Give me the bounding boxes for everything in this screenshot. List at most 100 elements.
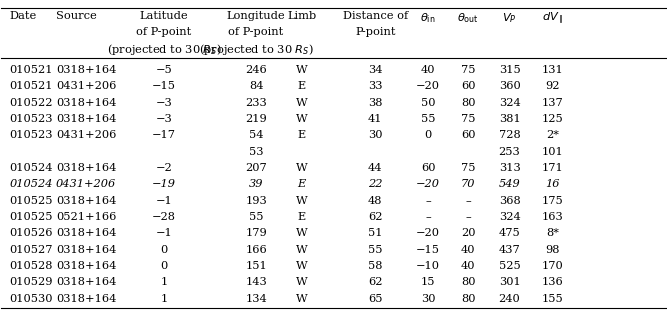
Text: 219: 219 — [245, 114, 267, 124]
Text: W: W — [295, 261, 307, 271]
Text: −20: −20 — [416, 228, 440, 238]
Text: −5: −5 — [156, 65, 173, 75]
Text: 92: 92 — [545, 82, 560, 91]
Text: 010525: 010525 — [9, 212, 53, 222]
Text: 80: 80 — [461, 294, 476, 304]
Text: 313: 313 — [499, 163, 520, 173]
Text: 010528: 010528 — [9, 261, 53, 271]
Text: 84: 84 — [249, 82, 263, 91]
Text: −3: −3 — [156, 114, 173, 124]
Text: 60: 60 — [421, 163, 436, 173]
Text: 0318+164: 0318+164 — [56, 65, 116, 75]
Text: −10: −10 — [416, 261, 440, 271]
Text: 75: 75 — [461, 65, 476, 75]
Text: 010524: 010524 — [9, 179, 53, 189]
Text: 62: 62 — [368, 212, 383, 222]
Text: E: E — [297, 212, 305, 222]
Text: 131: 131 — [542, 65, 563, 75]
Text: W: W — [295, 65, 307, 75]
Text: 53: 53 — [249, 147, 263, 157]
Text: −3: −3 — [156, 98, 173, 108]
Text: 137: 137 — [542, 98, 563, 108]
Text: 58: 58 — [368, 261, 383, 271]
Text: 41: 41 — [368, 114, 383, 124]
Text: 0318+164: 0318+164 — [56, 98, 116, 108]
Text: 525: 525 — [499, 261, 520, 271]
Text: 240: 240 — [499, 294, 520, 304]
Text: −15: −15 — [152, 82, 176, 91]
Text: 151: 151 — [245, 261, 267, 271]
Text: Longitude: Longitude — [227, 11, 285, 21]
Text: W: W — [295, 114, 307, 124]
Text: 010522: 010522 — [9, 98, 53, 108]
Text: 475: 475 — [499, 228, 520, 238]
Text: –: – — [426, 196, 431, 206]
Text: 8*: 8* — [546, 228, 559, 238]
Text: W: W — [295, 98, 307, 108]
Text: $\theta_{\rm in}$: $\theta_{\rm in}$ — [420, 11, 436, 25]
Text: 010521: 010521 — [9, 65, 53, 75]
Text: Source: Source — [56, 11, 97, 21]
Text: 0: 0 — [161, 245, 167, 255]
Text: Latitude: Latitude — [140, 11, 189, 21]
Text: 010523: 010523 — [9, 114, 53, 124]
Text: 20: 20 — [461, 228, 476, 238]
Text: 80: 80 — [461, 277, 476, 287]
Text: 253: 253 — [499, 147, 520, 157]
Text: 51: 51 — [368, 228, 383, 238]
Text: 40: 40 — [461, 245, 476, 255]
Text: –: – — [465, 212, 471, 222]
Text: 010524: 010524 — [9, 163, 53, 173]
Text: −1: −1 — [156, 196, 173, 206]
Text: W: W — [295, 245, 307, 255]
Text: 0318+164: 0318+164 — [56, 163, 116, 173]
Text: W: W — [295, 196, 307, 206]
Text: 549: 549 — [499, 179, 520, 189]
Text: −15: −15 — [416, 245, 440, 255]
Text: 207: 207 — [245, 163, 267, 173]
Text: 193: 193 — [245, 196, 267, 206]
Text: 163: 163 — [542, 212, 563, 222]
Text: 0431+206: 0431+206 — [56, 82, 116, 91]
Text: 2*: 2* — [546, 131, 559, 140]
Text: 010521: 010521 — [9, 82, 53, 91]
Text: W: W — [295, 277, 307, 287]
Text: 55: 55 — [421, 114, 436, 124]
Text: 010529: 010529 — [9, 277, 53, 287]
Text: 0521+166: 0521+166 — [56, 212, 116, 222]
Text: 0318+164: 0318+164 — [56, 196, 116, 206]
Text: E: E — [297, 131, 305, 140]
Text: −20: −20 — [416, 179, 440, 189]
Text: 0431+206: 0431+206 — [56, 131, 116, 140]
Text: 40: 40 — [461, 261, 476, 271]
Text: 0318+164: 0318+164 — [56, 294, 116, 304]
Text: 175: 175 — [542, 196, 563, 206]
Text: 0318+164: 0318+164 — [56, 245, 116, 255]
Text: 33: 33 — [368, 82, 383, 91]
Text: 101: 101 — [542, 147, 563, 157]
Text: 75: 75 — [461, 114, 476, 124]
Text: −1: −1 — [156, 228, 173, 238]
Text: 34: 34 — [368, 65, 383, 75]
Text: 368: 368 — [499, 196, 520, 206]
Text: 324: 324 — [499, 98, 520, 108]
Text: 39: 39 — [249, 179, 263, 189]
Text: 360: 360 — [499, 82, 520, 91]
Text: 0318+164: 0318+164 — [56, 261, 116, 271]
Text: −17: −17 — [152, 131, 176, 140]
Text: 48: 48 — [368, 196, 383, 206]
Text: 0431+206: 0431+206 — [56, 179, 116, 189]
Text: 38: 38 — [368, 98, 383, 108]
Text: W: W — [295, 294, 307, 304]
Text: E: E — [297, 179, 305, 189]
Text: 0: 0 — [424, 131, 432, 140]
Text: 134: 134 — [245, 294, 267, 304]
Text: 233: 233 — [245, 98, 267, 108]
Text: 60: 60 — [461, 82, 476, 91]
Text: 010523: 010523 — [9, 131, 53, 140]
Text: 22: 22 — [368, 179, 383, 189]
Text: 62: 62 — [368, 277, 383, 287]
Text: 30: 30 — [421, 294, 436, 304]
Text: 155: 155 — [542, 294, 563, 304]
Text: $\theta_{\rm out}$: $\theta_{\rm out}$ — [457, 11, 479, 25]
